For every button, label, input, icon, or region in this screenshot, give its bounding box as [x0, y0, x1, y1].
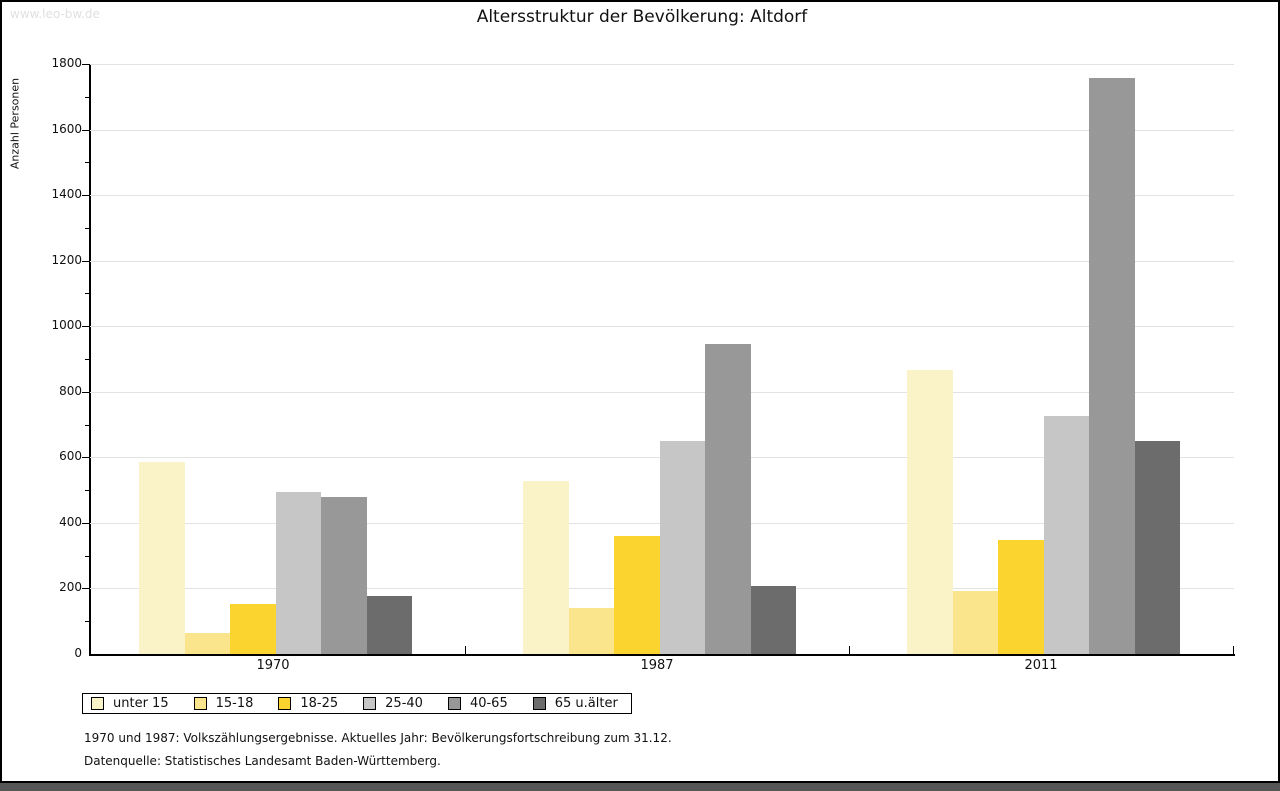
legend-label: unter 15: [113, 696, 169, 711]
x-axis-line: [89, 654, 1235, 656]
bar-1970-40-65: [321, 496, 367, 654]
bar-2011-25-40: [1043, 415, 1089, 654]
y-tick-label-1600: 1600: [51, 122, 82, 136]
y-tick-label-0: 0: [74, 646, 82, 660]
watermark: www.leo-bw.de: [10, 7, 100, 21]
y-tick-400: [82, 523, 89, 524]
bar-1970-unter-15: [139, 462, 185, 654]
bar-1970-65-u.älter: [366, 596, 412, 654]
bar-1987-65-u.älter: [750, 586, 796, 654]
gridline-1400: [90, 195, 1234, 196]
y-tick-800: [82, 392, 89, 393]
x-category-label-2011: 2011: [1024, 658, 1058, 673]
bar-2011-65-u.älter: [1134, 440, 1180, 654]
y-minor-tick-1500: [85, 162, 89, 163]
gridline-1600: [90, 130, 1234, 131]
bar-1987-25-40: [659, 441, 705, 654]
legend-swatch-icon: [91, 697, 104, 710]
y-tick-label-1400: 1400: [51, 187, 82, 201]
legend-label: 18-25: [300, 696, 339, 711]
y-tick-200: [82, 588, 89, 589]
legend-entry-40-65: 40-65: [447, 696, 508, 711]
y-tick-label-1000: 1000: [51, 318, 82, 332]
legend-entry-unter-15: unter 15: [91, 696, 169, 711]
legend-swatch-icon: [363, 697, 377, 710]
bar-2011-unter-15: [907, 370, 953, 654]
y-tick-label-400: 400: [59, 515, 82, 529]
x-boundary-tick-2: [849, 646, 850, 654]
legend-entry-18-25: 18-25: [278, 696, 338, 711]
gridline-1000: [90, 326, 1234, 327]
y-tick-1600: [82, 130, 89, 131]
legend-label: 40-65: [469, 696, 508, 711]
chart-title: Altersstruktur der Bevölkerung: Altdorf: [476, 7, 808, 27]
legend-entry-25-40: 25-40: [363, 696, 423, 711]
legend-swatch-icon: [447, 697, 461, 710]
bar-1970-18-25: [230, 603, 276, 654]
y-minor-tick-500: [85, 490, 89, 491]
legend: unter 15 15-18 18-25 25-40 40-65 65 u.älter: [82, 693, 632, 714]
y-tick-1800: [82, 64, 89, 65]
y-minor-tick-900: [85, 359, 89, 360]
x-boundary-tick-3: [1233, 646, 1234, 654]
legend-label: 15-18: [215, 696, 254, 711]
bar-1970-15-18: [184, 632, 230, 654]
footnote-sources: 1970 und 1987: Volkszählungsergebnisse. …: [84, 731, 672, 745]
y-minor-tick-1300: [85, 228, 89, 229]
gridline-1800: [90, 64, 1234, 65]
y-axis-line: [89, 64, 91, 656]
legend-entry-15-18: 15-18: [193, 696, 254, 711]
y-tick-label-200: 200: [59, 580, 82, 594]
y-tick-label-1800: 1800: [51, 56, 82, 70]
legend-entry-65-u.älter: 65 u.älter: [532, 696, 618, 711]
bar-1987-15-18: [568, 608, 614, 654]
bar-2011-15-18: [952, 591, 998, 654]
x-category-label-1970: 1970: [256, 658, 290, 673]
x-category-label-1987: 1987: [640, 658, 674, 673]
legend-label: 25-40: [385, 696, 423, 711]
bar-1987-unter-15: [523, 481, 569, 654]
y-minor-tick-100: [85, 621, 89, 622]
y-tick-600: [82, 457, 89, 458]
gridline-1200: [90, 261, 1234, 262]
y-tick-1000: [82, 326, 89, 327]
y-minor-tick-1100: [85, 293, 89, 294]
y-tick-label-1200: 1200: [51, 253, 82, 267]
y-minor-tick-300: [85, 556, 89, 557]
y-minor-tick-1700: [85, 97, 89, 98]
legend-swatch-icon: [193, 697, 207, 710]
bar-2011-40-65: [1089, 78, 1135, 654]
y-minor-tick-700: [85, 425, 89, 426]
gridline-800: [90, 392, 1234, 393]
legend-swatch-icon: [532, 697, 546, 710]
x-boundary-tick-1: [465, 646, 466, 654]
bar-1970-25-40: [275, 492, 321, 654]
y-tick-1200: [82, 261, 89, 262]
y-tick-label-800: 800: [59, 384, 82, 398]
legend-label: 65 u.älter: [554, 696, 618, 711]
window-bottom-bar: [0, 783, 1280, 791]
bar-2011-18-25: [998, 540, 1044, 654]
footnote-dataquelle: Datenquelle: Statistisches Landesamt Bad…: [84, 754, 441, 768]
y-tick-1400: [82, 195, 89, 196]
bar-1987-18-25: [614, 536, 660, 654]
bar-1987-40-65: [705, 343, 751, 654]
legend-swatch-icon: [278, 697, 292, 710]
y-tick-label-600: 600: [59, 449, 82, 463]
